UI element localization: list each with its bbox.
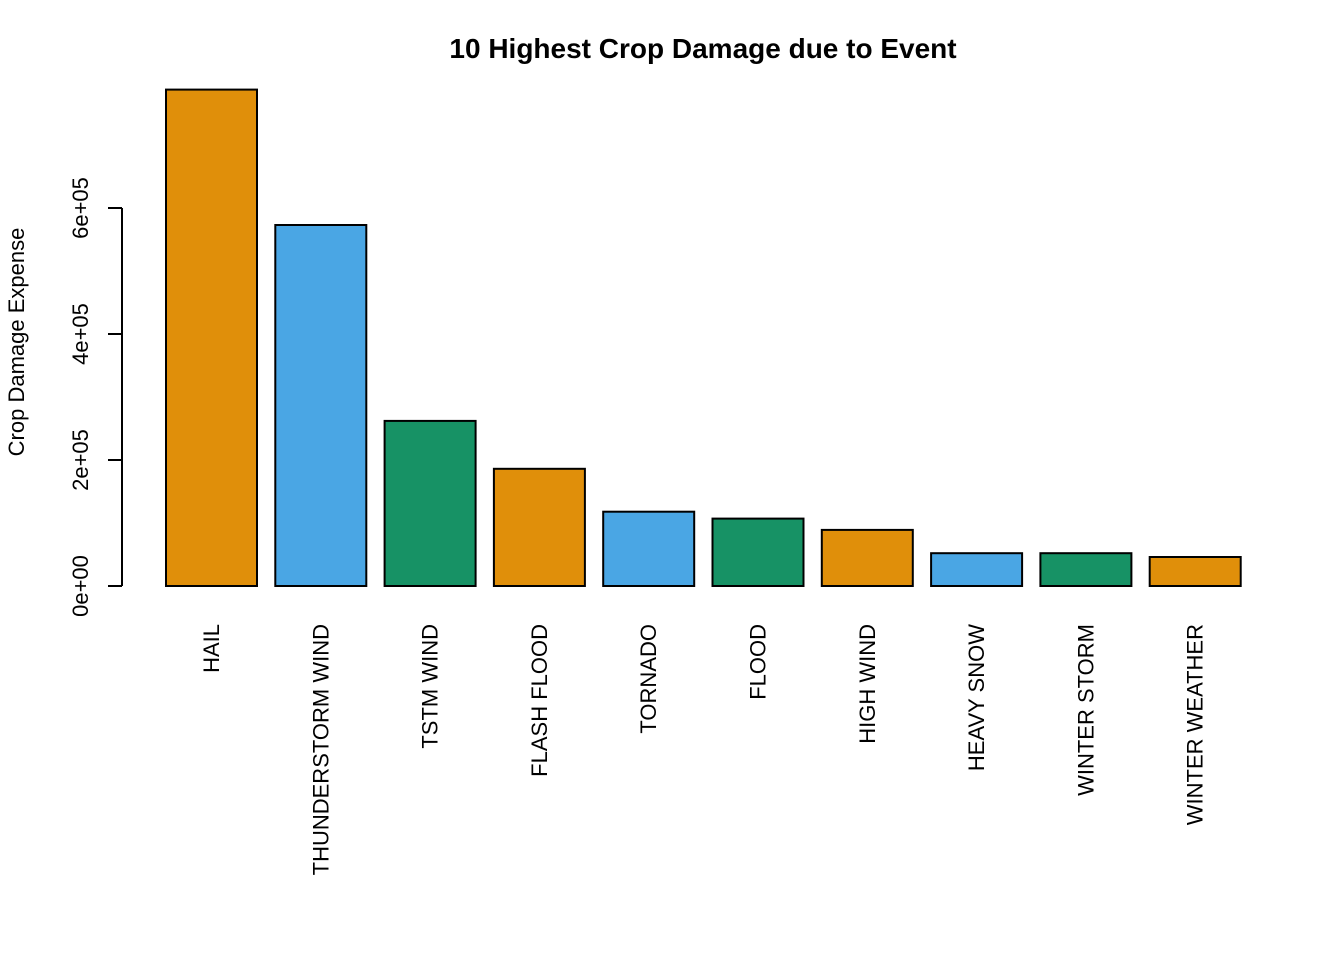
chart-title: 10 Highest Crop Damage due to Event: [449, 33, 956, 64]
y-tick-label: 0e+00: [68, 555, 93, 617]
bar: [383, 419, 477, 587]
x-tick-label: HIGH WIND: [855, 624, 880, 744]
bars-group: [165, 88, 1242, 588]
x-tick-labels: HAIL THUNDERSTORM WIND TSTM WIND FLASH FLOO…: [199, 624, 1208, 876]
bar: [711, 517, 805, 587]
bar: [1039, 552, 1133, 588]
bar: [165, 88, 258, 587]
y-tick-label: 2e+05: [68, 429, 93, 491]
bar: [930, 552, 1024, 588]
y-axis-label: Crop Damage Expense: [4, 228, 29, 457]
x-tick-label: FLOOD: [746, 624, 771, 700]
x-tick-label: TSTM WIND: [418, 624, 443, 749]
bar: [492, 467, 586, 587]
x-tick-label: HEAVY SNOW: [964, 624, 989, 771]
x-tick-label: HAIL: [199, 624, 224, 673]
bar: [820, 528, 914, 588]
x-tick-label: WINTER STORM: [1073, 624, 1098, 796]
bar: [602, 510, 696, 588]
x-tick-label: THUNDERSTORM WIND: [308, 624, 333, 875]
x-tick-label: TORNADO: [636, 624, 661, 734]
y-tick-label: 4e+05: [68, 303, 93, 365]
x-tick-label: FLASH FLOOD: [527, 624, 552, 777]
y-tick-label: 6e+05: [68, 177, 93, 239]
bar: [274, 224, 368, 587]
bar: [1148, 556, 1242, 587]
x-tick-label: WINTER WEATHER: [1183, 624, 1208, 825]
y-axis: 0e+00 2e+05 4e+05 6e+05: [68, 177, 123, 617]
